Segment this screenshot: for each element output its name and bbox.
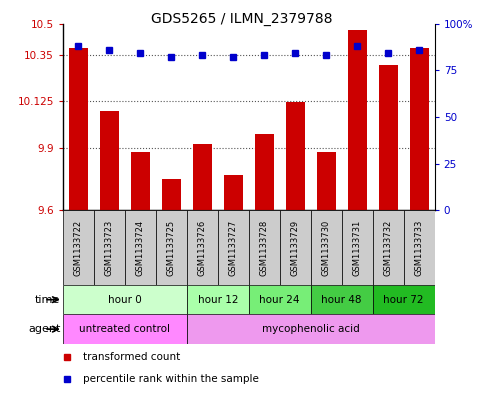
Bar <box>255 134 273 210</box>
Text: GSM1133722: GSM1133722 <box>74 220 83 275</box>
Text: time: time <box>35 295 60 305</box>
Text: GSM1133725: GSM1133725 <box>167 220 176 275</box>
Bar <box>311 285 373 314</box>
Text: agent: agent <box>28 324 60 334</box>
Text: GSM1133731: GSM1133731 <box>353 219 362 276</box>
Bar <box>218 210 249 285</box>
Bar <box>131 152 150 210</box>
Text: transformed count: transformed count <box>83 351 181 362</box>
Bar <box>100 111 119 210</box>
Text: GDS5265 / ILMN_2379788: GDS5265 / ILMN_2379788 <box>151 12 332 26</box>
Text: GSM1133723: GSM1133723 <box>105 219 114 276</box>
Text: percentile rank within the sample: percentile rank within the sample <box>83 374 259 384</box>
Bar <box>317 152 336 210</box>
Bar <box>249 285 311 314</box>
Text: hour 12: hour 12 <box>198 295 238 305</box>
Text: GSM1133733: GSM1133733 <box>415 219 424 276</box>
Bar <box>373 285 435 314</box>
Text: mycophenolic acid: mycophenolic acid <box>262 324 360 334</box>
Text: hour 24: hour 24 <box>259 295 300 305</box>
Bar <box>404 210 435 285</box>
Text: GSM1133729: GSM1133729 <box>291 220 300 275</box>
Text: GSM1133728: GSM1133728 <box>260 219 269 276</box>
Bar <box>69 48 87 210</box>
Bar <box>379 65 398 210</box>
Text: hour 0: hour 0 <box>108 295 142 305</box>
Bar <box>187 210 218 285</box>
Bar <box>342 210 373 285</box>
Bar <box>125 210 156 285</box>
Bar <box>311 210 342 285</box>
Bar <box>224 175 242 210</box>
Bar <box>63 314 187 344</box>
Bar <box>162 179 181 210</box>
Text: untreated control: untreated control <box>79 324 170 334</box>
Bar <box>249 210 280 285</box>
Bar <box>63 285 187 314</box>
Bar <box>280 210 311 285</box>
Text: GSM1133726: GSM1133726 <box>198 219 207 276</box>
Text: GSM1133724: GSM1133724 <box>136 220 145 275</box>
Text: GSM1133732: GSM1133732 <box>384 219 393 276</box>
Bar <box>187 285 249 314</box>
Bar <box>94 210 125 285</box>
Bar <box>348 30 367 210</box>
Bar <box>156 210 187 285</box>
Text: hour 72: hour 72 <box>384 295 424 305</box>
Text: GSM1133727: GSM1133727 <box>229 219 238 276</box>
Text: hour 48: hour 48 <box>322 295 362 305</box>
Text: GSM1133730: GSM1133730 <box>322 219 331 276</box>
Bar <box>193 144 212 210</box>
Bar <box>286 103 304 210</box>
Bar <box>373 210 404 285</box>
Bar <box>187 314 435 344</box>
Bar <box>410 48 428 210</box>
Bar <box>63 210 94 285</box>
